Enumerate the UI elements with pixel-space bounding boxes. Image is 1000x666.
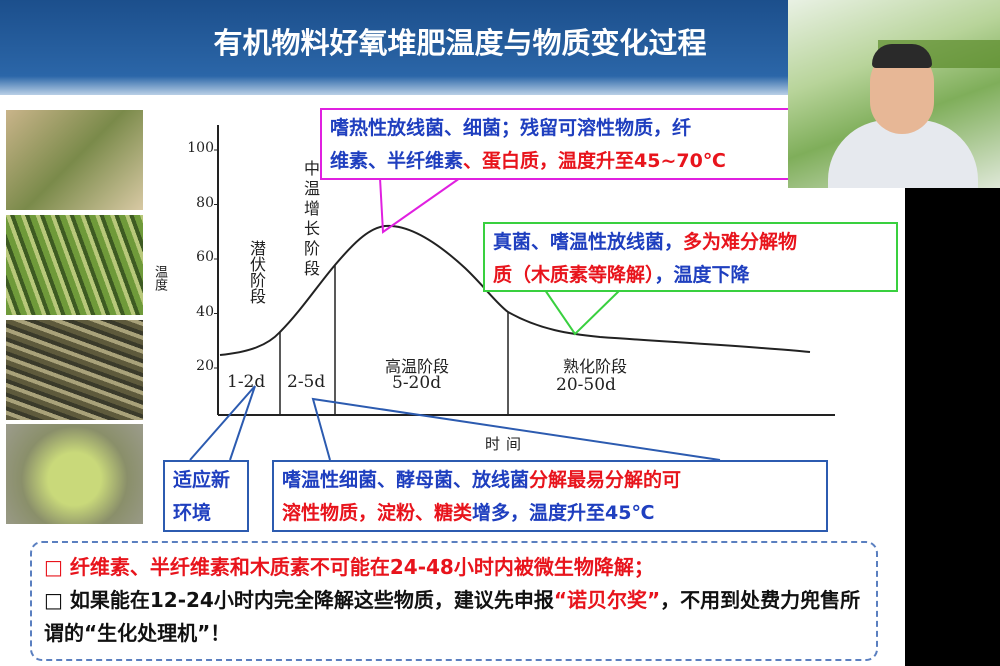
stage-duration: 20-50d	[556, 375, 616, 395]
slide-title: 有机物料好氧堆肥温度与物质变化过程	[213, 26, 707, 60]
stage-name: 中温增长阶段	[301, 160, 320, 280]
stage-duration: 5-20d	[392, 373, 442, 393]
y-tick-label: 20	[196, 358, 214, 374]
webcam-video	[788, 0, 1000, 188]
photo-stalks	[6, 215, 143, 315]
stage-name: 熟化阶段	[563, 357, 628, 376]
callout-text: 、蛋白质，温度升至45~70℃	[463, 150, 726, 172]
bullet: □	[44, 588, 70, 612]
photo-leaves	[6, 424, 143, 524]
note-text: 纤维素、半纤维素和木质素不可能在24-48小时内被微生物降解；	[69, 555, 654, 579]
callout-text: 多为难分解物	[683, 231, 798, 253]
callout-mesophilic: 嗜温性细菌、酵母菌、放线菌分解最易分解的可 溶性物质，淀粉、糖类增多，温度升至45…	[272, 460, 828, 532]
note-text: 如果能在12-24小时内完全降解这些物质，建议先申报	[69, 588, 554, 612]
callout-pointer	[311, 397, 721, 461]
callout-text: 嗜温性细菌、酵母菌、放线菌	[282, 469, 530, 491]
callout-maturation: 真菌、嗜温性放线菌，多为难分解物 质（木质素等降解），温度下降	[483, 222, 898, 292]
callout-text: 嗜热性放线菌、细菌；残留可溶性物质，纤	[330, 117, 692, 139]
callout-line: 维素、半纤维素、蛋白质，温度升至45~70℃	[330, 145, 850, 178]
note-text: “诺贝尔奖”	[553, 588, 661, 612]
y-tick-label: 100	[187, 140, 214, 156]
callout-latent: 适应新环境	[163, 460, 249, 532]
callout-text: 增多，温度升至45℃	[472, 502, 655, 524]
callout-text: 分解最易分解的可	[529, 469, 682, 491]
callout-line: 真菌、嗜温性放线菌，多为难分解物	[493, 226, 888, 259]
note: □ 纤维素、半纤维素和木质素不可能在24-48小时内被微生物降解；	[44, 551, 864, 584]
temperature-curve	[219, 224, 811, 356]
note: □ 如果能在12-24小时内完全降解这些物质，建议先申报“诺贝尔奖”，不用到处费…	[44, 584, 864, 650]
callout-text: 维素、半纤维素	[330, 150, 464, 172]
stage-duration: 1-2d	[227, 372, 266, 392]
callout-pointer	[544, 289, 621, 336]
callout-pointer	[379, 177, 461, 234]
callout-line: 嗜温性细菌、酵母菌、放线菌分解最易分解的可	[282, 464, 818, 497]
y-axis-label: 温度	[152, 265, 167, 291]
callout-thermophilic: 嗜热性放线菌、细菌；残留可溶性物质，纤 维素、半纤维素、蛋白质，温度升至45~70…	[320, 108, 860, 180]
person-hair	[872, 44, 932, 68]
callout-text: ，温度下降	[654, 264, 750, 286]
callout-line: 溶性物质，淀粉、糖类增多，温度升至45℃	[282, 497, 818, 530]
stage-duration: 2-5d	[287, 372, 326, 392]
notes-box: □ 纤维素、半纤维素和木质素不可能在24-48小时内被微生物降解； □ 如果能在…	[30, 541, 878, 661]
x-axis-label: 时间	[485, 435, 528, 453]
note-text: ，不用到处费力兜售所谓的“生化处理机”！	[44, 588, 861, 645]
y-tick-label: 40	[196, 303, 214, 320]
black-margin	[905, 188, 1000, 666]
callout-pointer	[189, 385, 256, 461]
y-tick-label: 80	[196, 194, 214, 211]
bullet: □	[44, 555, 70, 579]
callout-line: 质（木质素等降解），温度下降	[493, 259, 888, 292]
callout-line: 嗜热性放线菌、细菌；残留可溶性物质，纤	[330, 112, 850, 145]
photo-straw	[6, 110, 143, 210]
y-tick-label: 60	[196, 249, 214, 265]
stage-name: 潜伏阶段	[247, 240, 266, 304]
callout-text: 溶性物质，淀粉、糖类	[282, 502, 473, 524]
photo-residue	[6, 320, 143, 420]
callout-text: 真菌、嗜温性放线菌，	[493, 231, 684, 253]
callout-text: 适应新环境	[173, 469, 231, 524]
callout-text: 质（木质素等降解）	[493, 264, 655, 286]
stage-name: 高温阶段	[385, 357, 450, 376]
